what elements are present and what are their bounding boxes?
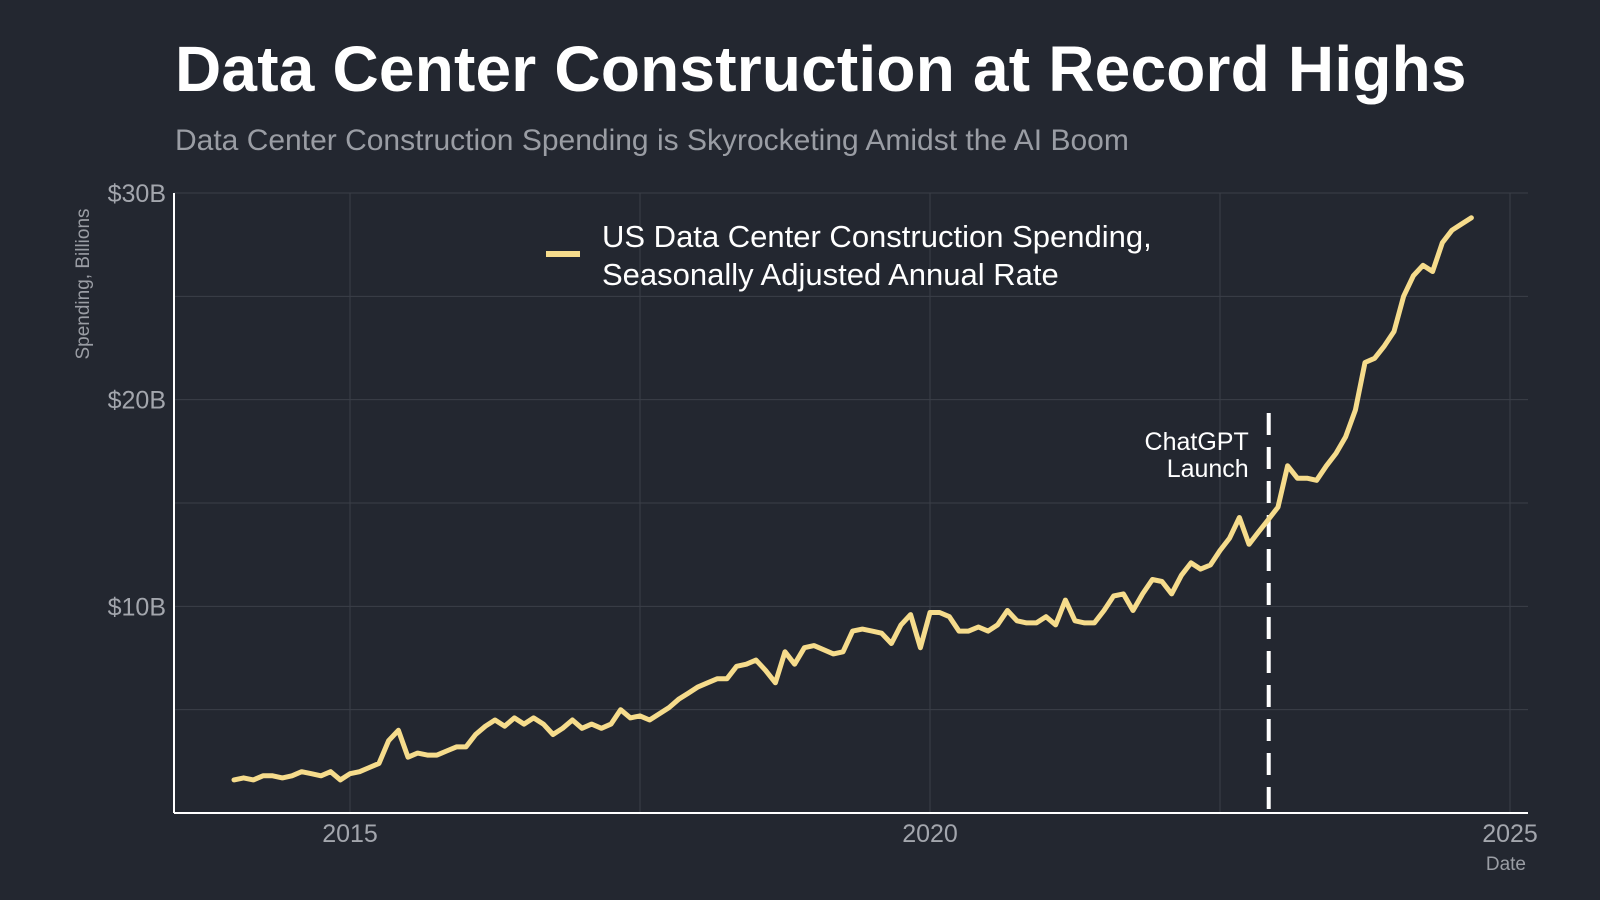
x-tick-label: 2025 bbox=[1482, 820, 1538, 848]
y-tick-label: $10B bbox=[108, 593, 166, 621]
x-tick-label: 2015 bbox=[322, 820, 378, 848]
grid-lines bbox=[174, 192, 1528, 813]
legend-label-line1: US Data Center Construction Spending, bbox=[602, 219, 1152, 254]
y-tick-label: $30B bbox=[108, 180, 166, 208]
y-tick-label: $20B bbox=[108, 387, 166, 415]
x-axis-label: Date bbox=[1486, 854, 1526, 875]
annotation-label-line2: Launch bbox=[1167, 455, 1249, 483]
spending-series-line bbox=[231, 215, 1474, 783]
y-axis-label: Spending, Billions bbox=[73, 208, 94, 359]
y-tick-labels: $10B $20B $30B bbox=[108, 180, 166, 621]
x-tick-label: 2020 bbox=[902, 820, 958, 848]
legend-label-line2: Seasonally Adjusted Annual Rate bbox=[602, 257, 1059, 292]
legend: US Data Center Construction Spending, Se… bbox=[546, 219, 1152, 292]
annotation-label-line1: ChatGPT bbox=[1145, 428, 1249, 456]
x-tick-labels: 2015 2020 2025 bbox=[322, 820, 1538, 848]
series-layer bbox=[231, 215, 1474, 783]
chatgpt-launch-annotation: ChatGPT Launch bbox=[1145, 413, 1271, 813]
chart-subtitle: Data Center Construction Spending is Sky… bbox=[175, 124, 1129, 157]
axes bbox=[173, 193, 1528, 814]
chart-title: Data Center Construction at Record Highs bbox=[175, 33, 1467, 105]
